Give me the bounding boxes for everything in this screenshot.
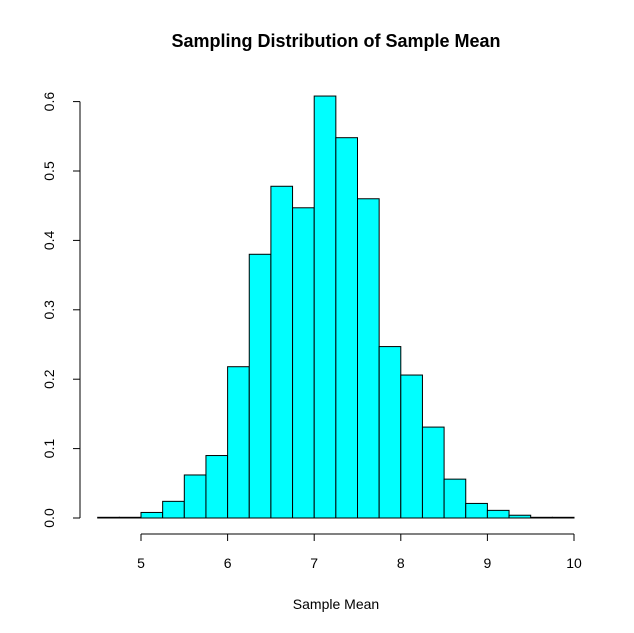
histogram-bar [508,514,532,519]
histogram-bar [97,516,120,519]
x-tick-label: 7 [310,555,318,571]
y-tick-label: 0.2 [41,369,57,389]
y-tick-label: 0.0 [41,508,57,528]
histogram-bar [183,474,207,519]
histogram-bar [162,500,185,519]
histogram-bar [421,426,445,519]
histogram-bar [400,374,423,519]
histogram-bar [335,137,359,519]
y-tick-label: 0.4 [41,230,57,250]
x-tick-label: 9 [484,555,492,571]
histogram-bar [357,198,380,519]
histogram-bar [486,509,510,519]
histogram-bar [140,511,164,519]
histogram-bar [292,207,315,519]
y-tick-label: 0.1 [41,439,57,459]
x-axis-label: Sample Mean [293,596,379,612]
histogram-bar [313,95,337,519]
x-tick-label: 5 [137,555,145,571]
chart-title: Sampling Distribution of Sample Mean [171,31,500,51]
histogram-bar [530,516,553,519]
x-tick-label: 6 [224,555,232,571]
x-axis: 5 6 7 8 9 10 [137,533,582,571]
histogram-bar [227,366,250,519]
histogram-bar [205,455,229,519]
x-tick-label: 8 [397,555,405,571]
histogram-bar [270,185,294,519]
y-tick-label: 0.3 [41,300,57,320]
y-tick-label: 0.6 [41,92,57,112]
y-tick-label: 0.5 [41,161,57,181]
x-tick-label: 10 [566,555,582,571]
histogram-bar [551,516,575,519]
histogram-bar [248,253,272,519]
histogram-bar [378,346,402,519]
histogram-bar [118,516,142,519]
histogram-bar [443,478,467,519]
y-axis: 0.0 0.1 0.2 0.3 0.4 0.5 0.6 [41,92,81,528]
histogram-bars [97,95,575,519]
histogram-bar [465,502,488,519]
